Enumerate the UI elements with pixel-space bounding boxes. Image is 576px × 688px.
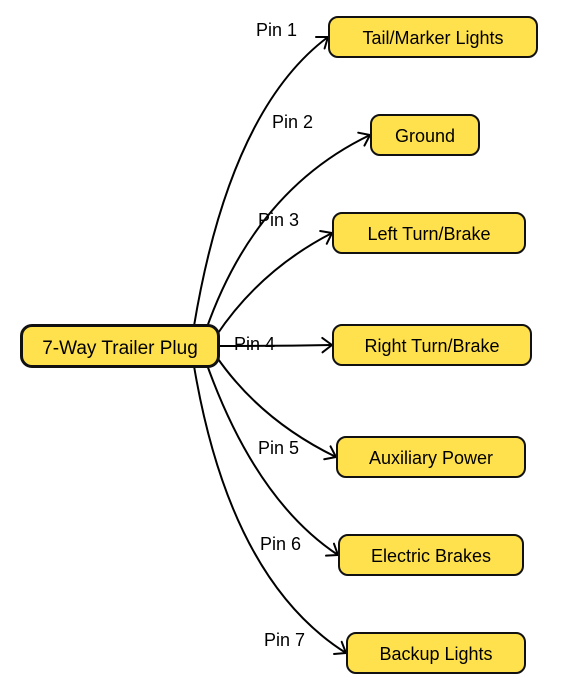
arrowhead-icon bbox=[322, 338, 332, 352]
leaf-node-pin1: Tail/Marker Lights bbox=[328, 16, 538, 58]
diagram-canvas: 7-Way Trailer Plug Tail/Marker Lights Gro… bbox=[0, 0, 576, 688]
edge-label-pin5: Pin 5 bbox=[258, 438, 299, 459]
edge-label-pin2: Pin 2 bbox=[272, 112, 313, 133]
edge-label-pin6: Pin 6 bbox=[260, 534, 301, 555]
edge-label-text: Pin 5 bbox=[258, 438, 299, 458]
leaf-label: Tail/Marker Lights bbox=[362, 28, 503, 48]
arrowhead-icon bbox=[326, 544, 338, 556]
leaf-node-pin5: Auxiliary Power bbox=[336, 436, 526, 478]
arrowhead-icon bbox=[324, 446, 336, 459]
root-node: 7-Way Trailer Plug bbox=[20, 324, 220, 368]
edge-label-text: Pin 4 bbox=[234, 334, 275, 354]
edge-line-pin1 bbox=[194, 37, 328, 326]
leaf-node-pin2: Ground bbox=[370, 114, 480, 156]
leaf-label: Right Turn/Brake bbox=[364, 336, 499, 356]
leaf-label: Auxiliary Power bbox=[369, 448, 493, 468]
edge-label-pin4: Pin 4 bbox=[234, 334, 275, 355]
edge-line-pin3 bbox=[216, 233, 332, 336]
edge-label-pin7: Pin 7 bbox=[264, 630, 305, 651]
leaf-label: Backup Lights bbox=[379, 644, 492, 664]
arrowhead-icon bbox=[316, 37, 328, 49]
edge-label-text: Pin 1 bbox=[256, 20, 297, 40]
edge-label-pin1: Pin 1 bbox=[256, 20, 297, 41]
leaf-label: Left Turn/Brake bbox=[367, 224, 490, 244]
leaf-label: Electric Brakes bbox=[371, 546, 491, 566]
leaf-node-pin4: Right Turn/Brake bbox=[332, 324, 532, 366]
edge-line-pin7 bbox=[194, 366, 346, 653]
edge-label-pin3: Pin 3 bbox=[258, 210, 299, 231]
leaf-node-pin6: Electric Brakes bbox=[338, 534, 524, 576]
edge-label-text: Pin 7 bbox=[264, 630, 305, 650]
leaf-label: Ground bbox=[395, 126, 455, 146]
arrowhead-icon bbox=[358, 133, 370, 146]
arrowhead-icon bbox=[334, 642, 346, 654]
edge-label-text: Pin 6 bbox=[260, 534, 301, 554]
leaf-node-pin3: Left Turn/Brake bbox=[332, 212, 526, 254]
arrowhead-icon bbox=[320, 231, 332, 244]
root-label: 7-Way Trailer Plug bbox=[42, 338, 198, 359]
leaf-node-pin7: Backup Lights bbox=[346, 632, 526, 674]
edge-label-text: Pin 2 bbox=[272, 112, 313, 132]
edge-label-text: Pin 3 bbox=[258, 210, 299, 230]
